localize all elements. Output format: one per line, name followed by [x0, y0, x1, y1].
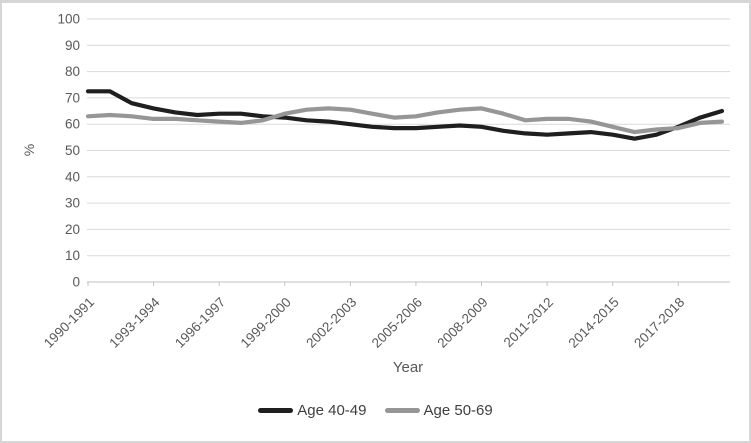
y-tick-label: 80 — [65, 64, 80, 79]
y-tick-label: 50 — [65, 143, 80, 158]
series-line-age-50-69 — [85, 106, 725, 135]
y-tick-label: 10 — [65, 248, 80, 263]
legend-label: Age 40-49 — [297, 402, 367, 419]
legend-item-age-50-69: Age 50-69 — [384, 402, 493, 419]
x-tick-label: 2011-2012 — [501, 295, 557, 351]
legend-item-age-40-49: Age 40-49 — [258, 402, 367, 419]
x-tick-label: 1999-2000 — [238, 295, 294, 351]
y-tick-label: 100 — [57, 12, 80, 27]
x-axis-title: Year — [393, 359, 423, 376]
y-tick-label: 60 — [65, 117, 80, 132]
gridlines — [87, 18, 730, 283]
y-axis-tick-labels: 0 10 20 30 40 50 60 70 80 90 100 — [57, 12, 80, 290]
x-tick-label: 1990-1991 — [41, 295, 97, 351]
legend-line-swatch — [384, 408, 420, 413]
chart-legend: Age 40-49 Age 50-69 — [0, 403, 751, 418]
y-tick-label: 0 — [72, 275, 80, 290]
y-tick-label: 30 — [65, 196, 80, 211]
x-tick-label: 1993-1994 — [106, 294, 163, 351]
y-axis-title: % — [21, 144, 37, 156]
legend-label: Age 50-69 — [423, 402, 493, 419]
series-line-age-40-49 — [85, 89, 725, 141]
x-tick-label: 2014-2015 — [566, 295, 622, 351]
x-axis-tick-labels: 1990-1991 1993-1994 1996-1997 1999-2000 2002… — [41, 282, 687, 351]
y-tick-label: 70 — [65, 90, 80, 105]
x-tick-label: 2008-2009 — [434, 295, 490, 351]
x-tick-label: 1996-1997 — [172, 295, 228, 351]
y-tick-label: 20 — [65, 222, 80, 237]
data-series — [85, 89, 725, 141]
x-tick-label: 2017-2018 — [631, 295, 687, 351]
y-tick-label: 40 — [65, 169, 80, 184]
y-tick-label: 90 — [65, 38, 80, 53]
legend-line-swatch — [258, 408, 294, 413]
x-tick-label: 2005-2006 — [369, 295, 425, 351]
x-tick-label: 2002-2003 — [303, 295, 359, 351]
